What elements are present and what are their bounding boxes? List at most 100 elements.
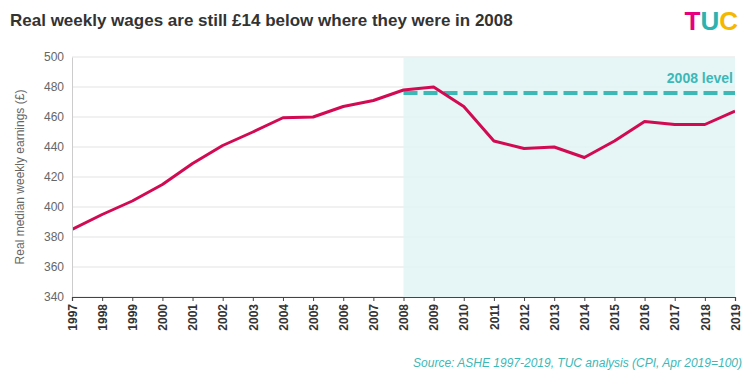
x-tick-label: 2011 <box>488 304 502 330</box>
x-tick: 2004 <box>277 297 291 331</box>
x-tick-mark <box>343 297 344 301</box>
y-axis-title: Real median weekly earnings (£) <box>13 90 27 265</box>
x-tick-mark <box>614 297 615 301</box>
y-tick: 480 <box>44 80 72 94</box>
x-tick-label: 2005 <box>307 304 321 331</box>
shaded-range <box>404 57 736 297</box>
y-tick-label: 380 <box>44 230 64 244</box>
x-tick: 1998 <box>96 297 110 331</box>
x-tick-mark <box>193 297 194 301</box>
x-axis: 1997 1998 1999 2000 2001 2002 2003 2004 2005 2006… <box>66 297 743 331</box>
x-tick: 2016 <box>638 297 652 331</box>
x-tick: 2007 <box>367 297 381 331</box>
x-axis-line <box>73 298 736 302</box>
x-tick-mark <box>283 297 284 301</box>
x-tick-mark <box>584 297 585 301</box>
source: Source: ASHE 1997-2019, TUC analysis (CP… <box>413 356 742 370</box>
y-tick: 440 <box>44 140 72 154</box>
grid <box>72 57 735 297</box>
x-tick: 1997 <box>66 297 80 331</box>
x-tick-label: 1999 <box>126 304 140 331</box>
x-tick-mark <box>464 297 465 301</box>
x-tick: 1999 <box>126 297 140 331</box>
x-tick: 2005 <box>307 297 321 331</box>
x-tick-label: 2015 <box>608 304 622 331</box>
x-tick-label: 2018 <box>699 304 713 331</box>
x-tick-mark <box>675 297 676 301</box>
x-tick-label: 2019 <box>729 304 743 331</box>
x-tick-mark <box>223 297 224 301</box>
x-tick-label: 2008 <box>397 304 411 331</box>
data-line <box>72 87 735 230</box>
x-tick-mark <box>645 297 646 301</box>
x-tick-label: 2002 <box>216 304 230 331</box>
x-tick-label: 2014 <box>578 304 592 331</box>
x-tick-mark <box>494 297 495 301</box>
x-tick-mark <box>313 297 314 301</box>
x-tick-mark <box>404 297 405 301</box>
x-tick-label: 2001 <box>186 304 200 331</box>
y-tick-label: 420 <box>44 170 64 184</box>
x-tick-mark <box>434 297 435 301</box>
x-tick-label: 2016 <box>638 304 652 331</box>
plot-area <box>72 57 735 297</box>
x-tick-label: 2000 <box>156 304 170 331</box>
x-tick-mark <box>524 297 525 301</box>
y-tick: 380 <box>44 230 72 244</box>
x-tick: 2008 <box>397 297 411 331</box>
reference-label: 2008 level <box>667 70 733 86</box>
x-tick: 2006 <box>337 297 351 331</box>
y-tick: 400 <box>44 200 72 214</box>
x-tick-mark <box>162 297 163 301</box>
x-tick-label: 2013 <box>548 304 562 331</box>
x-tick-label: 1998 <box>96 304 110 331</box>
y-tick: 500 <box>44 50 72 64</box>
x-tick-mark <box>72 297 73 301</box>
logo: TUC <box>685 6 739 36</box>
x-tick: 2000 <box>156 297 170 331</box>
x-tick-mark <box>735 297 736 301</box>
x-tick: 2012 <box>518 297 532 331</box>
x-tick-label: 1997 <box>66 304 80 331</box>
y-tick-label: 340 <box>44 290 64 304</box>
y-tick-label: 360 <box>44 260 64 274</box>
x-tick-label: 2017 <box>668 304 682 331</box>
x-tick-label: 2007 <box>367 304 381 331</box>
title: Real weekly wages are still £14 below wh… <box>10 11 513 30</box>
x-tick-mark <box>705 297 706 301</box>
x-tick-label: 2006 <box>337 304 351 331</box>
x-tick-label: 2010 <box>457 304 471 331</box>
x-tick-label: 2004 <box>277 304 291 331</box>
y-tick-label: 460 <box>44 110 64 124</box>
x-tick: 2001 <box>186 297 200 331</box>
x-tick: 2015 <box>608 297 622 331</box>
x-tick: 2014 <box>578 297 592 331</box>
x-tick-label: 2009 <box>427 304 441 331</box>
x-tick-mark <box>554 297 555 301</box>
x-tick: 2019 <box>729 297 743 331</box>
x-tick-mark <box>102 297 103 301</box>
x-tick: 2017 <box>668 297 682 331</box>
x-tick: 2002 <box>216 297 230 331</box>
y-axis: 340 360 380 400 420 440 460 480 500 <box>44 50 73 304</box>
x-tick-label: 2012 <box>518 304 532 331</box>
chart: Real weekly wages are still £14 below wh… <box>0 0 750 375</box>
y-tick: 460 <box>44 110 72 124</box>
x-tick-mark <box>253 297 254 301</box>
y-axis-line <box>72 58 73 298</box>
x-tick-mark <box>132 297 133 301</box>
x-tick: 2011 <box>488 297 502 330</box>
y-tick-label: 480 <box>44 80 64 94</box>
y-tick-label: 400 <box>44 200 64 214</box>
reference-line <box>404 91 736 95</box>
x-tick: 2009 <box>427 297 441 331</box>
y-tick-label: 440 <box>44 140 64 154</box>
x-tick: 2018 <box>699 297 713 331</box>
y-tick: 340 <box>44 290 72 304</box>
y-tick: 360 <box>44 260 72 274</box>
x-tick-mark <box>373 297 374 301</box>
y-tick: 420 <box>44 170 72 184</box>
x-tick: 2013 <box>548 297 562 331</box>
x-tick: 2010 <box>457 297 471 331</box>
x-tick-label: 2003 <box>247 304 261 331</box>
